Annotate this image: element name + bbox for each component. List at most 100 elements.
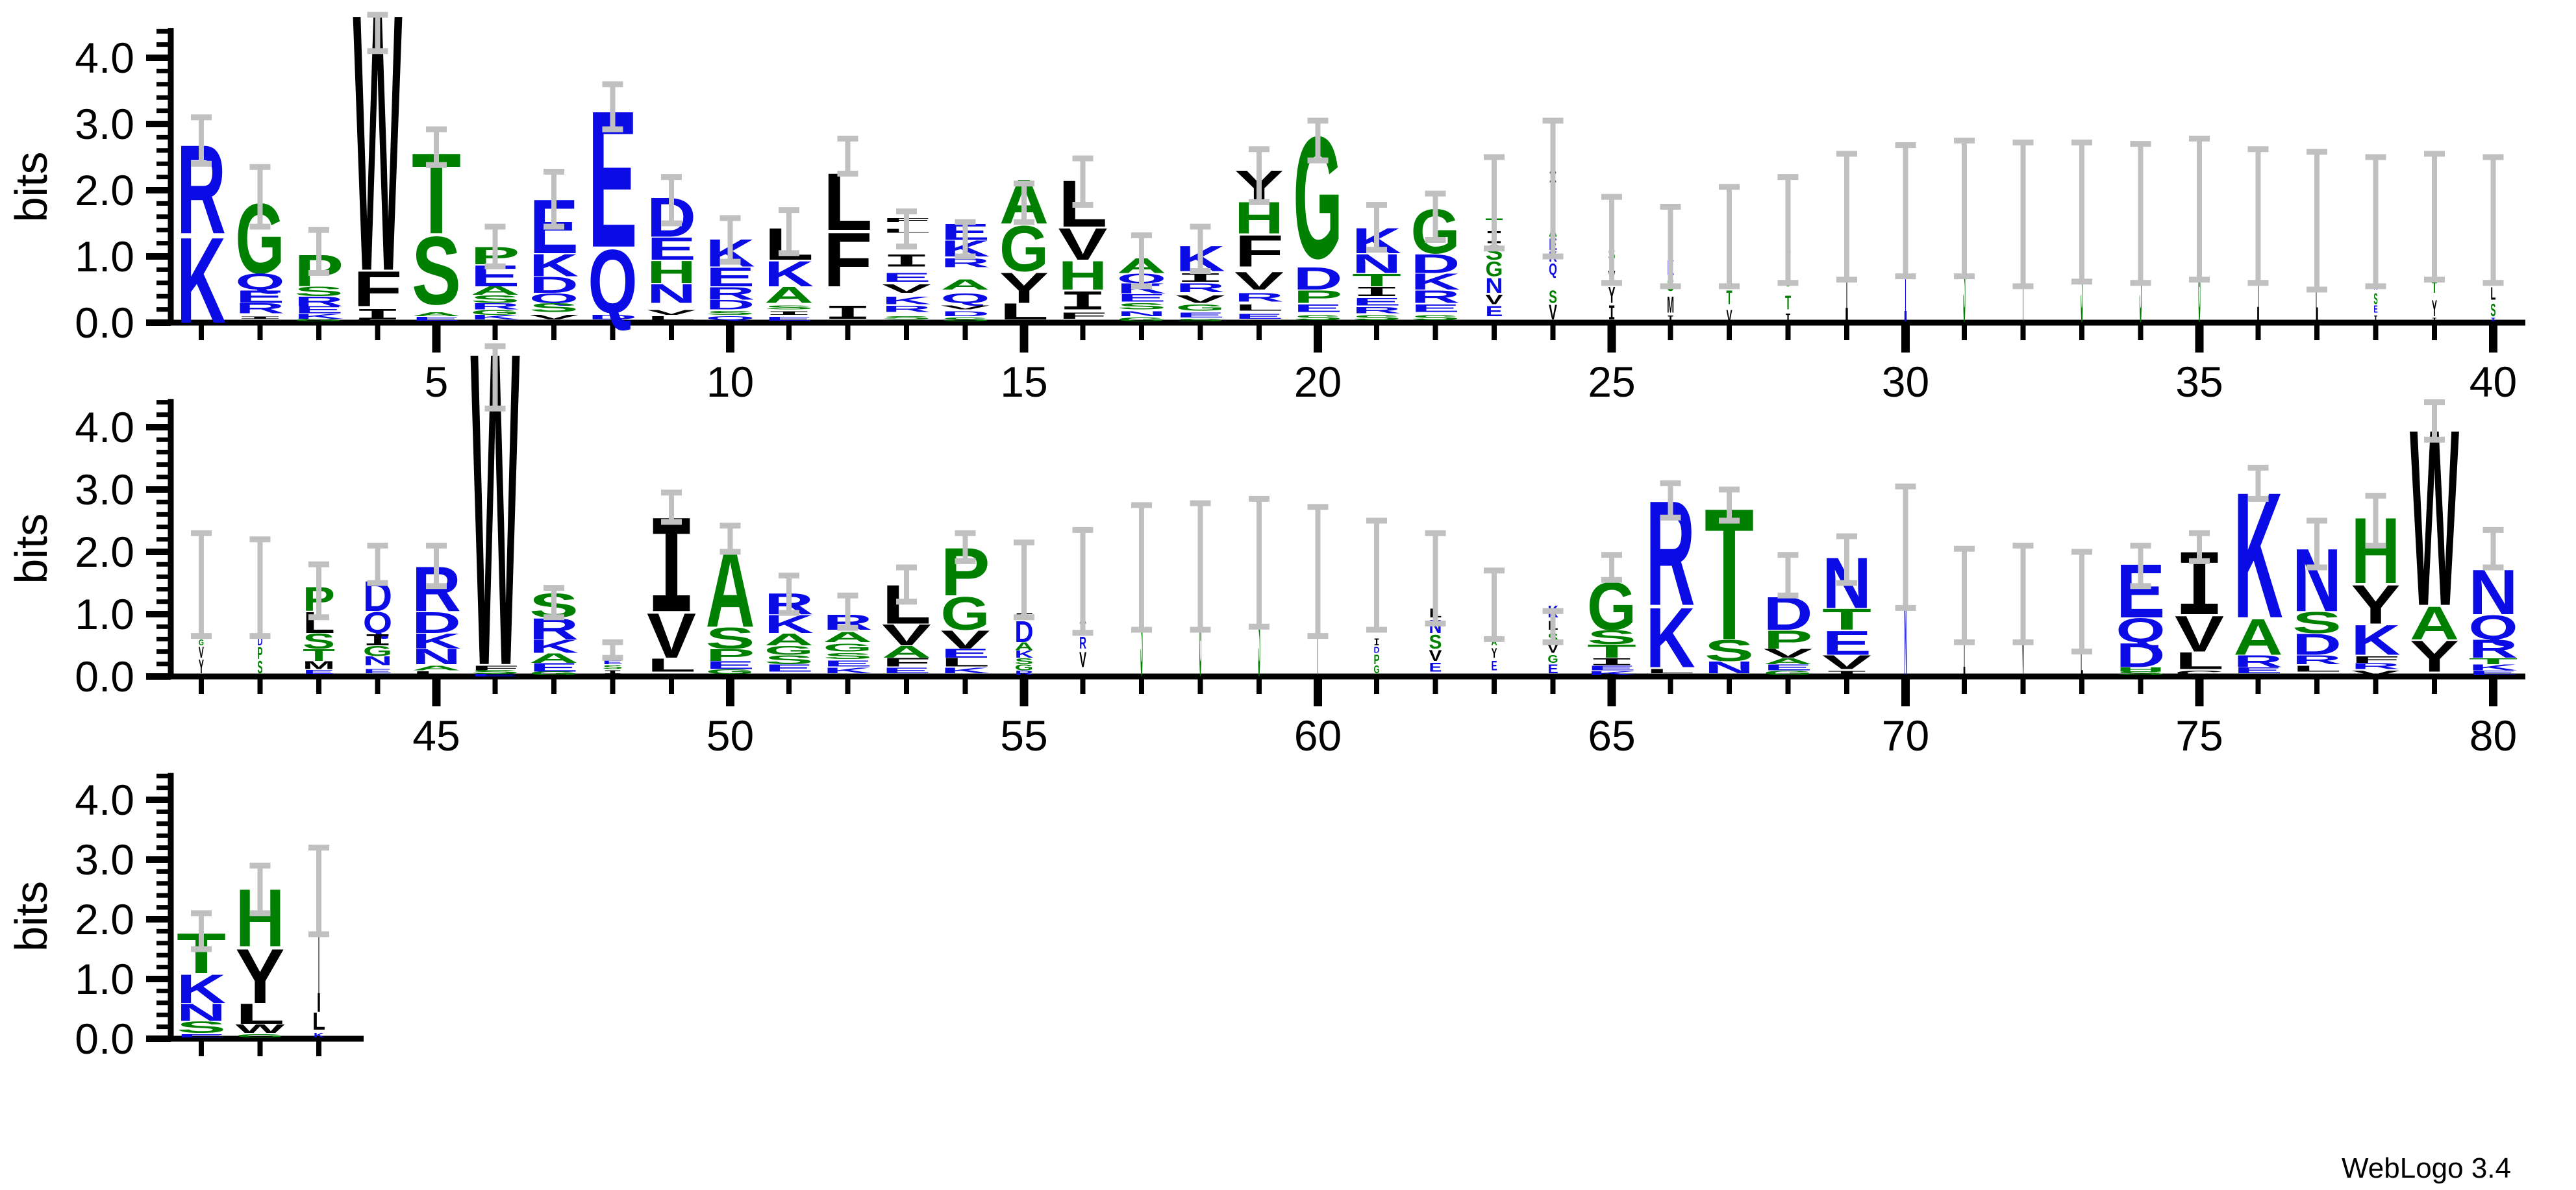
residue-S-18: S: [1175, 318, 1225, 322]
logo-column-8: EQD: [588, 71, 637, 332]
logo-column-48: KESI: [602, 639, 623, 676]
residue-L-4: L: [353, 319, 402, 324]
residue-L-77: L: [2292, 664, 2342, 674]
error-bar-19: [1249, 146, 1269, 205]
error-bar-53: [896, 564, 917, 605]
residue-N-67: N: [1705, 658, 1754, 677]
residue-A-6: A: [470, 284, 519, 297]
residue-G-55: G: [1015, 663, 1034, 673]
residue-R-21: R: [1352, 305, 1401, 316]
error-bar-43: [308, 561, 329, 621]
residue-G-51: G: [764, 643, 814, 658]
residue-I-36: I: [2257, 214, 2260, 360]
bits-axis-label: bits: [6, 881, 56, 952]
error-bar-45: [426, 542, 447, 589]
residue-V-19: V: [1234, 267, 1284, 295]
logo-column-35: G: [2189, 135, 2210, 351]
residue-V-41: V: [199, 644, 204, 661]
x-tick-label-70: 70: [1882, 712, 1929, 760]
residue-E-64: E: [1547, 662, 1558, 676]
x-tick-label-30: 30: [1882, 358, 1929, 406]
error-bar-2: [249, 164, 271, 230]
residue-W-4: W: [353, 0, 403, 349]
residue-S-24: S: [1549, 286, 1557, 306]
logo-column-57: S: [1131, 502, 1152, 704]
residue-K-13: K: [882, 294, 931, 306]
residue-Q-14: Q: [940, 291, 990, 306]
residue-R-76: R: [2233, 652, 2282, 671]
logo-column-21: KNTIERS: [1352, 201, 1401, 321]
residue-Y-39: Y: [2432, 295, 2437, 321]
residue-E-23: E: [1485, 303, 1503, 319]
residue-H-16: H: [1058, 253, 1107, 299]
residue-K-80: K: [2468, 663, 2518, 673]
error-bar-14: [955, 219, 976, 260]
residue-A-53: A: [882, 643, 931, 662]
error-bar-51: [779, 572, 799, 616]
error-bar-83: [308, 845, 329, 937]
error-bar-66: [1660, 480, 1681, 521]
logo-column-53: LVAFE: [882, 564, 931, 675]
residue-S-46: S: [470, 669, 519, 675]
x-tick-label-75: 75: [2175, 712, 2223, 760]
residue-I-30: I: [1904, 244, 1907, 350]
residue-E-52: E: [823, 659, 872, 669]
logo-column-79: WAY: [2410, 378, 2460, 681]
residue-T-21: T: [1352, 270, 1401, 290]
error-bar-49: [661, 490, 682, 525]
x-tick-label-60: 60: [1294, 712, 1342, 760]
residue-A-52: A: [823, 629, 872, 645]
error-bar-37: [2307, 149, 2327, 293]
residue-E-53: E: [882, 667, 931, 675]
error-bar-9: [661, 174, 682, 227]
error-bar-28: [1777, 174, 1799, 286]
logo-column-71: I: [1954, 545, 1975, 698]
residue-R-2: R: [235, 301, 284, 317]
residue-A-79: A: [2410, 597, 2459, 649]
residue-D-61: D: [1373, 645, 1379, 655]
error-bar-65: [1601, 552, 1622, 583]
residue-V-9: V: [647, 308, 696, 316]
residue-Q-2: Q: [235, 269, 284, 294]
residue-E-44: E: [363, 668, 392, 675]
logo-column-23: TISGNVE: [1484, 154, 1505, 319]
residue-K-78: K: [2351, 616, 2400, 664]
logo-column-70: N: [1895, 483, 1916, 701]
residue-Q-10: Q: [705, 315, 755, 321]
residue-N-9: N: [647, 279, 696, 308]
residue-S-21: S: [1352, 314, 1401, 321]
logo-column-60: T: [1307, 504, 1329, 703]
residue-P-42: P: [257, 644, 262, 663]
residue-E-9: E: [647, 231, 696, 267]
error-bar-30: [1895, 142, 1916, 280]
error-bar-62: [1425, 530, 1446, 626]
residue-I-48: I: [603, 670, 623, 676]
logo-column-13: FLIEVKRS: [882, 208, 931, 320]
residue-K-65: K: [1587, 671, 1636, 676]
residue-K-22: K: [1410, 269, 1460, 294]
logo-column-67: TSN: [1705, 469, 1754, 678]
error-bar-81: [191, 910, 212, 952]
error-bar-73: [2071, 549, 2092, 655]
x-tick-label-35: 35: [2175, 358, 2223, 406]
x-tick-label-80: 80: [2470, 712, 2517, 760]
logo-column-41: GVY: [191, 530, 212, 678]
y-tick-label: 3.0: [75, 836, 134, 884]
logo-column-51: RKAGSE: [764, 572, 814, 674]
residue-A-14: A: [940, 277, 990, 293]
residue-G-82: G: [235, 1033, 284, 1038]
residue-G-18: G: [1175, 303, 1225, 313]
residue-E-20: E: [1293, 303, 1342, 315]
residue-L-45: L: [412, 671, 461, 676]
residue-E-17: E: [1117, 291, 1166, 304]
logo-column-40: NDLSI: [2482, 154, 2504, 323]
residue-G-41: G: [199, 638, 204, 647]
